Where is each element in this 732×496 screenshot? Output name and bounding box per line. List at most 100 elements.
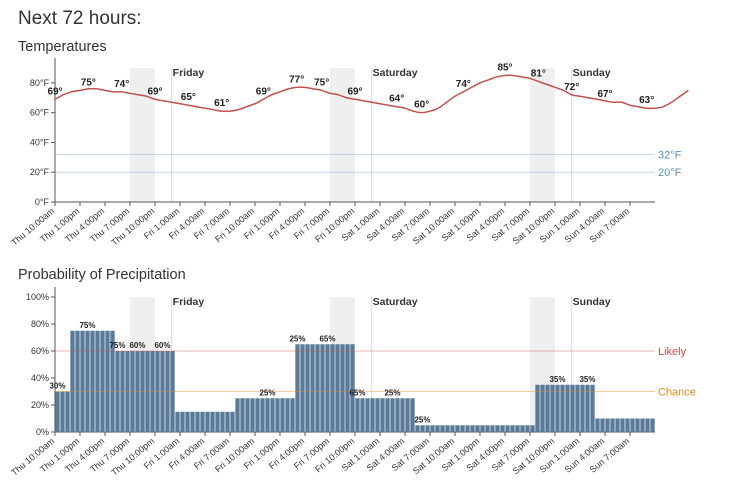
precip-y-tick-label: 60% — [31, 346, 49, 356]
precip-bar — [400, 398, 405, 432]
temp-day-label: Saturday — [373, 67, 418, 79]
precip-bar — [580, 384, 585, 432]
precip-bar — [355, 398, 360, 432]
precip-bar — [295, 344, 300, 432]
precip-bar — [70, 330, 75, 432]
temp-night-band — [530, 68, 555, 202]
precip-bar — [650, 418, 655, 432]
temp-night-band — [130, 68, 155, 202]
precip-bar — [335, 344, 340, 432]
precip-bar — [635, 418, 640, 432]
precip-bar — [505, 425, 510, 432]
precip-day-label: Friday — [173, 296, 205, 308]
precip-bar — [610, 418, 615, 432]
precip-y-tick-label: 20% — [31, 400, 49, 410]
page-title: Next 72 hours: — [18, 8, 142, 29]
precip-bar — [625, 418, 630, 432]
precip-bar-label: 65% — [319, 334, 335, 343]
precip-day-label: Sunday — [573, 296, 611, 308]
precip-bar — [200, 411, 205, 432]
precip-bar — [540, 384, 545, 432]
precip-bar — [150, 351, 155, 432]
precip-bar — [370, 398, 375, 432]
temperature-annotation: 74° — [114, 79, 129, 90]
precip-bar — [105, 330, 110, 432]
precip-bar — [55, 391, 60, 432]
precip-bar — [195, 411, 200, 432]
precip-bar — [145, 351, 150, 432]
precip-bar — [75, 330, 80, 432]
temperature-annotation: 64° — [389, 94, 404, 105]
precip-bar — [300, 344, 305, 432]
temperature-annotation: 67° — [597, 89, 612, 100]
precip-bar — [510, 425, 515, 432]
precip-bar — [310, 344, 315, 432]
precip-bar — [520, 425, 525, 432]
precipitation-chart-title: Probability of Precipitation — [18, 267, 186, 283]
temperature-annotation: 81° — [531, 68, 546, 79]
precip-bar-label: 25% — [384, 388, 400, 397]
precip-bar — [405, 398, 410, 432]
precip-bar — [280, 398, 285, 432]
precip-bar — [465, 425, 470, 432]
precip-bar-label: 25% — [414, 415, 430, 424]
precip-bar-label: 30% — [49, 382, 65, 391]
precip-bar — [390, 398, 395, 432]
precip-bar — [125, 351, 130, 432]
precip-bar-label: 65% — [349, 388, 365, 397]
precip-bar — [320, 344, 325, 432]
temperature-annotation: 85° — [497, 62, 512, 73]
precip-bar-label: 25% — [289, 334, 305, 343]
temperature-annotation: 77° — [289, 74, 304, 85]
precip-bar — [245, 398, 250, 432]
precip-bar — [470, 425, 475, 432]
precip-bar — [65, 391, 70, 432]
precip-bar — [620, 418, 625, 432]
precip-bar — [345, 344, 350, 432]
precip-bar — [420, 425, 425, 432]
temp-y-tick-label: 0°F — [35, 197, 50, 207]
precip-bar — [460, 425, 465, 432]
precip-bar — [205, 411, 210, 432]
precip-bar — [560, 384, 565, 432]
precip-bar — [425, 425, 430, 432]
precip-bar — [590, 384, 595, 432]
temperature-annotation: 61° — [214, 98, 229, 109]
precip-bar-label: 60% — [154, 341, 170, 350]
temperature-annotation: 63° — [639, 95, 654, 106]
precip-bar — [645, 418, 650, 432]
precip-bar — [110, 330, 115, 432]
precip-bar-label: 35% — [549, 375, 565, 384]
precip-bar — [500, 425, 505, 432]
precip-bar — [605, 418, 610, 432]
precip-bar-label: 35% — [579, 375, 595, 384]
temperature-annotation: 69° — [256, 86, 271, 97]
precip-bar — [180, 411, 185, 432]
precip-bar — [305, 344, 310, 432]
precip-bar — [100, 330, 105, 432]
precip-bar — [410, 398, 415, 432]
precip-bar — [525, 425, 530, 432]
precip-bar — [340, 344, 345, 432]
temperature-line — [54, 74, 689, 114]
precip-bar — [395, 398, 400, 432]
precip-bar — [550, 384, 555, 432]
temperature-annotation: 74° — [456, 79, 471, 90]
precip-bar — [585, 384, 590, 432]
precip-bar — [600, 418, 605, 432]
precip-y-tick-label: 0% — [36, 427, 49, 437]
temp-y-tick-label: 40°F — [30, 137, 50, 147]
precip-bar — [130, 351, 135, 432]
precip-bar — [430, 425, 435, 432]
precip-reference-label: Likely — [658, 346, 687, 358]
precip-bar — [175, 411, 180, 432]
precip-bar — [210, 411, 215, 432]
precip-bar — [220, 411, 225, 432]
precip-bar — [380, 398, 385, 432]
precip-bar-label: 75% — [79, 321, 95, 330]
temp-y-tick-label: 20°F — [30, 167, 50, 177]
temp-y-tick-label: 60°F — [30, 108, 50, 118]
precip-bar — [140, 351, 145, 432]
temp-y-tick-label: 80°F — [30, 78, 50, 88]
